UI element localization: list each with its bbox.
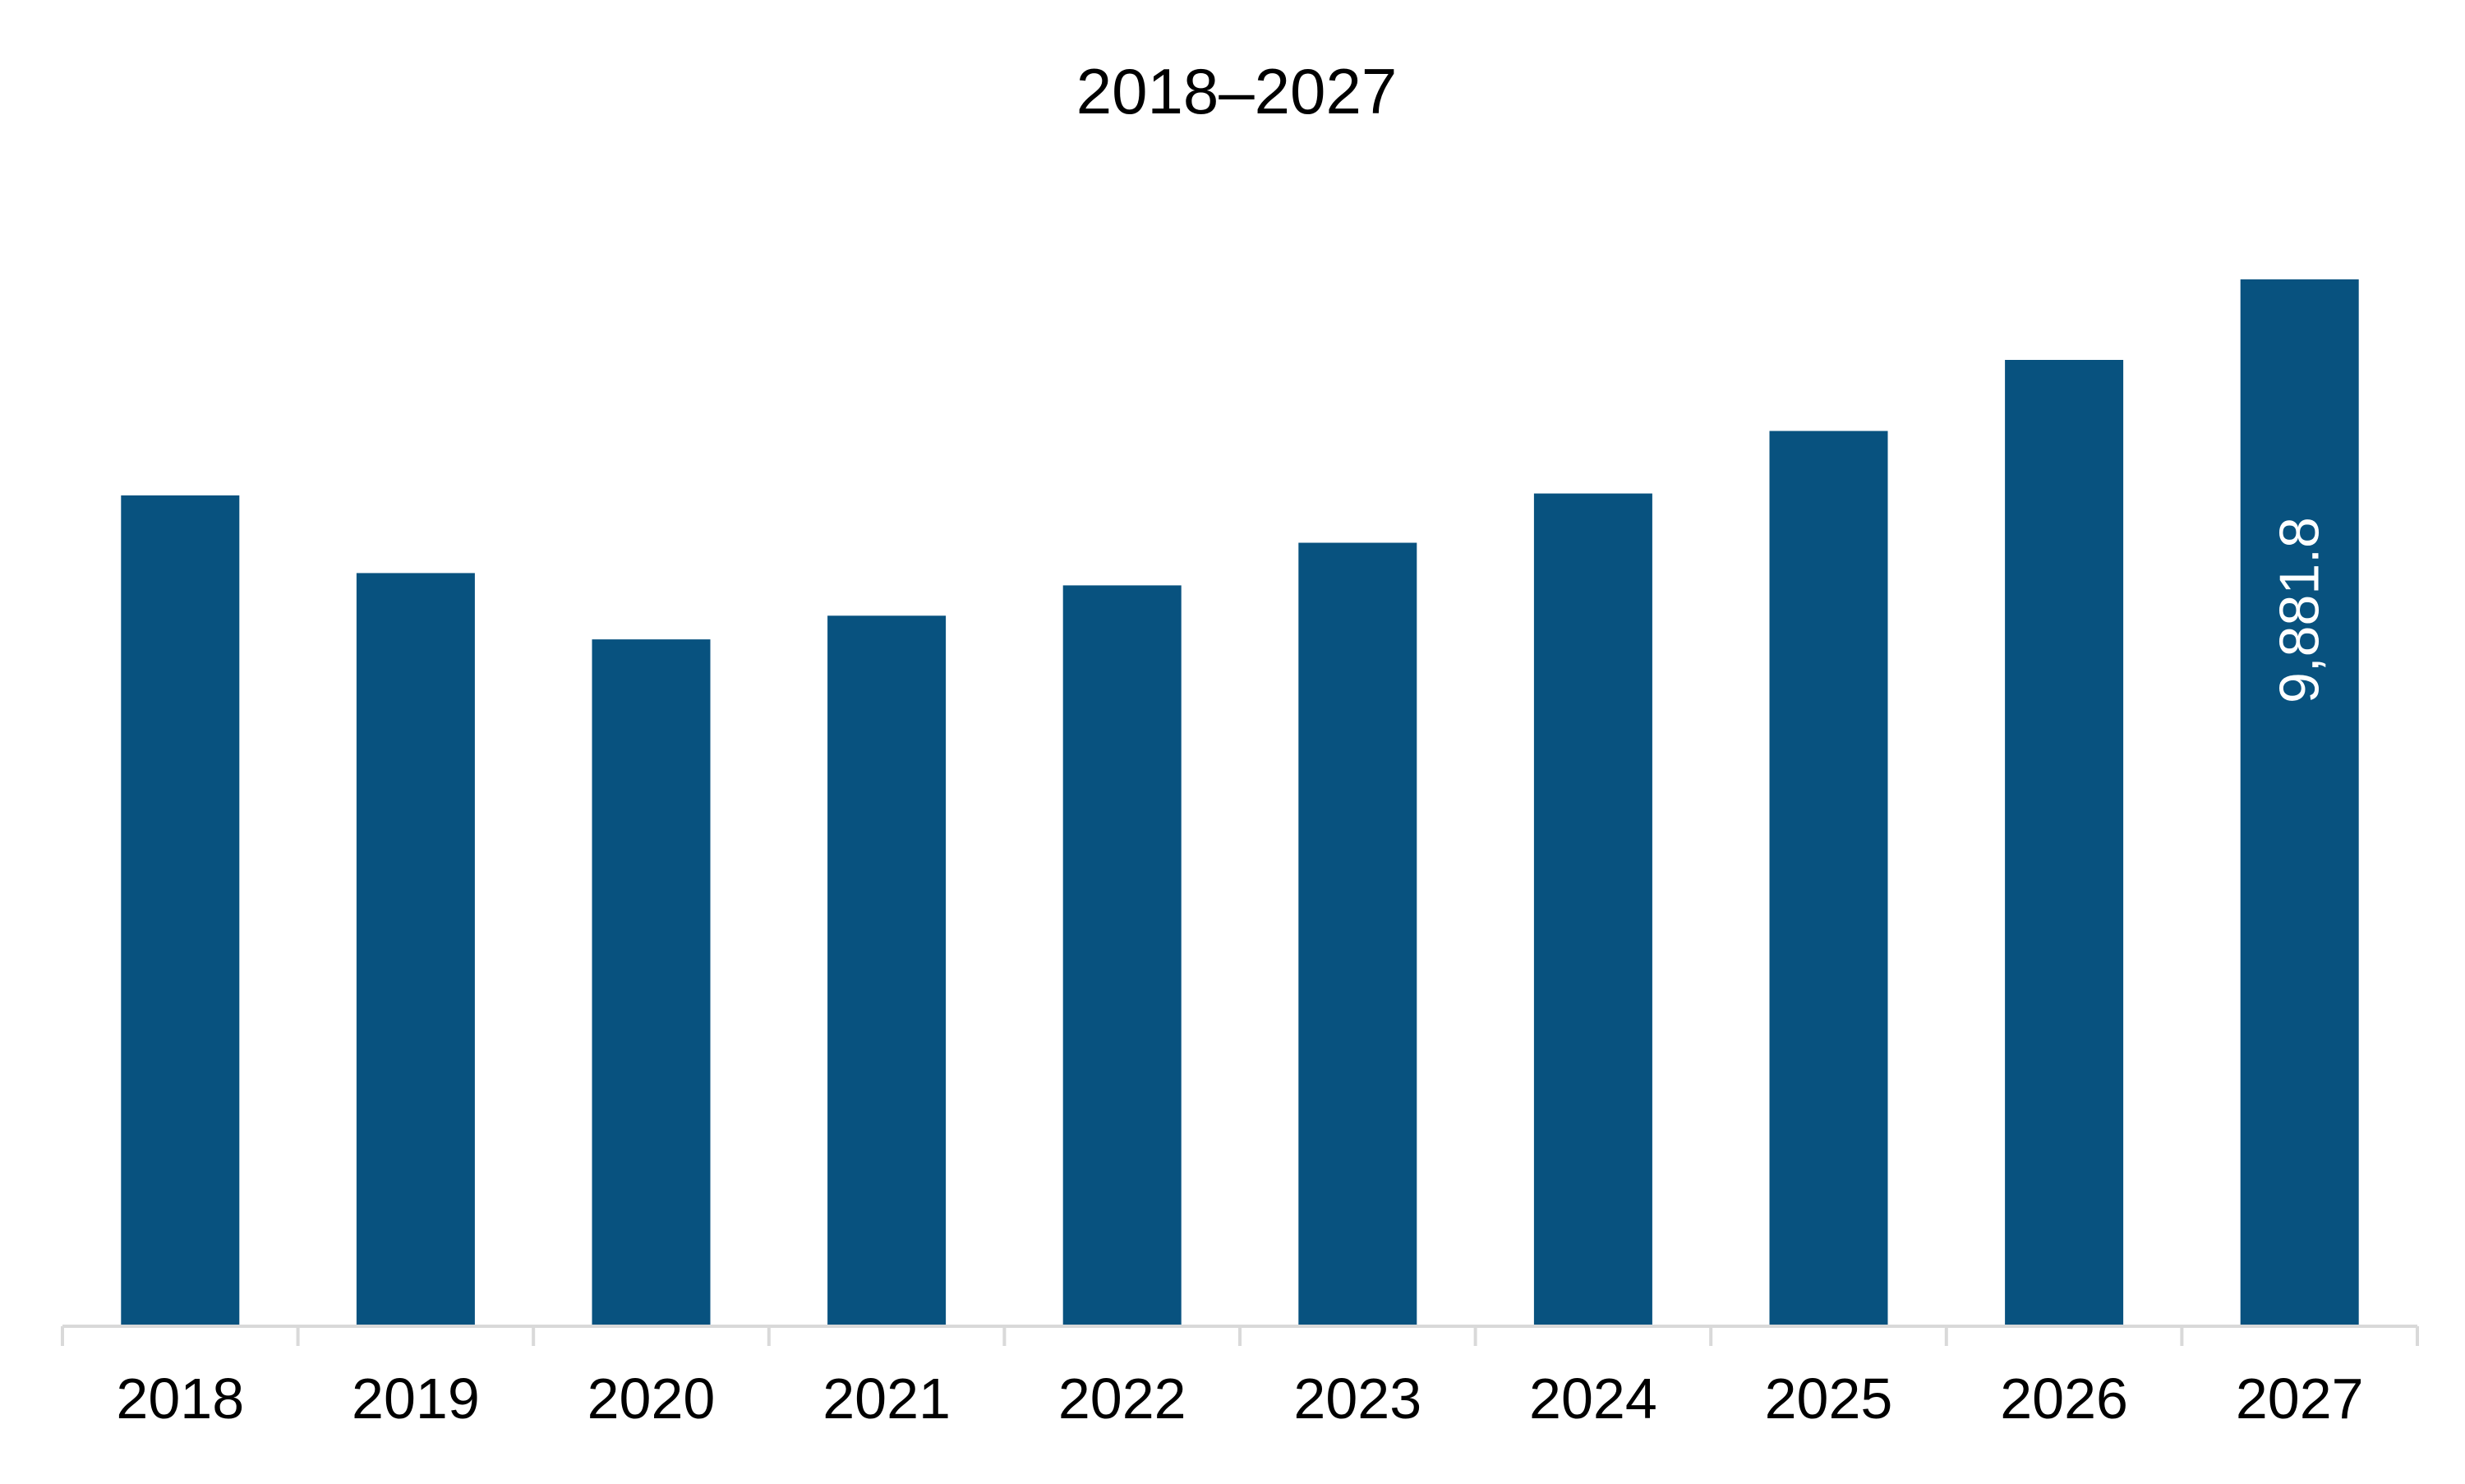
bars-layer (121, 279, 2359, 1326)
x-tick-label: 2025 (1765, 1366, 1893, 1431)
bar-2025 (1769, 431, 1888, 1326)
data-label-2027: 9,881.8 (2269, 517, 2331, 703)
x-tick-label: 2020 (587, 1366, 716, 1431)
x-tick-label: 2021 (822, 1366, 951, 1431)
bar-2026 (2005, 360, 2124, 1326)
x-tick-label: 2019 (352, 1366, 480, 1431)
x-tick-label: 2024 (1529, 1366, 1657, 1431)
bar-2018 (121, 495, 240, 1326)
bar-2027 (2240, 279, 2359, 1326)
x-tick-label: 2018 (116, 1366, 244, 1431)
data-labels: 9,881.8 (2269, 517, 2331, 703)
bar-2024 (1533, 493, 1652, 1326)
bar-2022 (1062, 585, 1182, 1326)
x-tick-label: 2023 (1293, 1366, 1421, 1431)
x-axis (61, 1325, 2419, 1346)
x-tick-label: 2022 (1058, 1366, 1186, 1431)
bar-2023 (1298, 542, 1417, 1326)
chart-title: 2018–2027 (1076, 55, 1397, 127)
x-tick-label: 2027 (2236, 1366, 2364, 1431)
bar-2021 (827, 615, 947, 1326)
x-tick-label: 2026 (2000, 1366, 2128, 1431)
bar-2020 (592, 639, 711, 1326)
tick-labels: 2018 2019 2020 2021 2022 2023 2024 2025 2026 2027 (116, 1366, 2363, 1431)
bar-2019 (356, 573, 475, 1326)
